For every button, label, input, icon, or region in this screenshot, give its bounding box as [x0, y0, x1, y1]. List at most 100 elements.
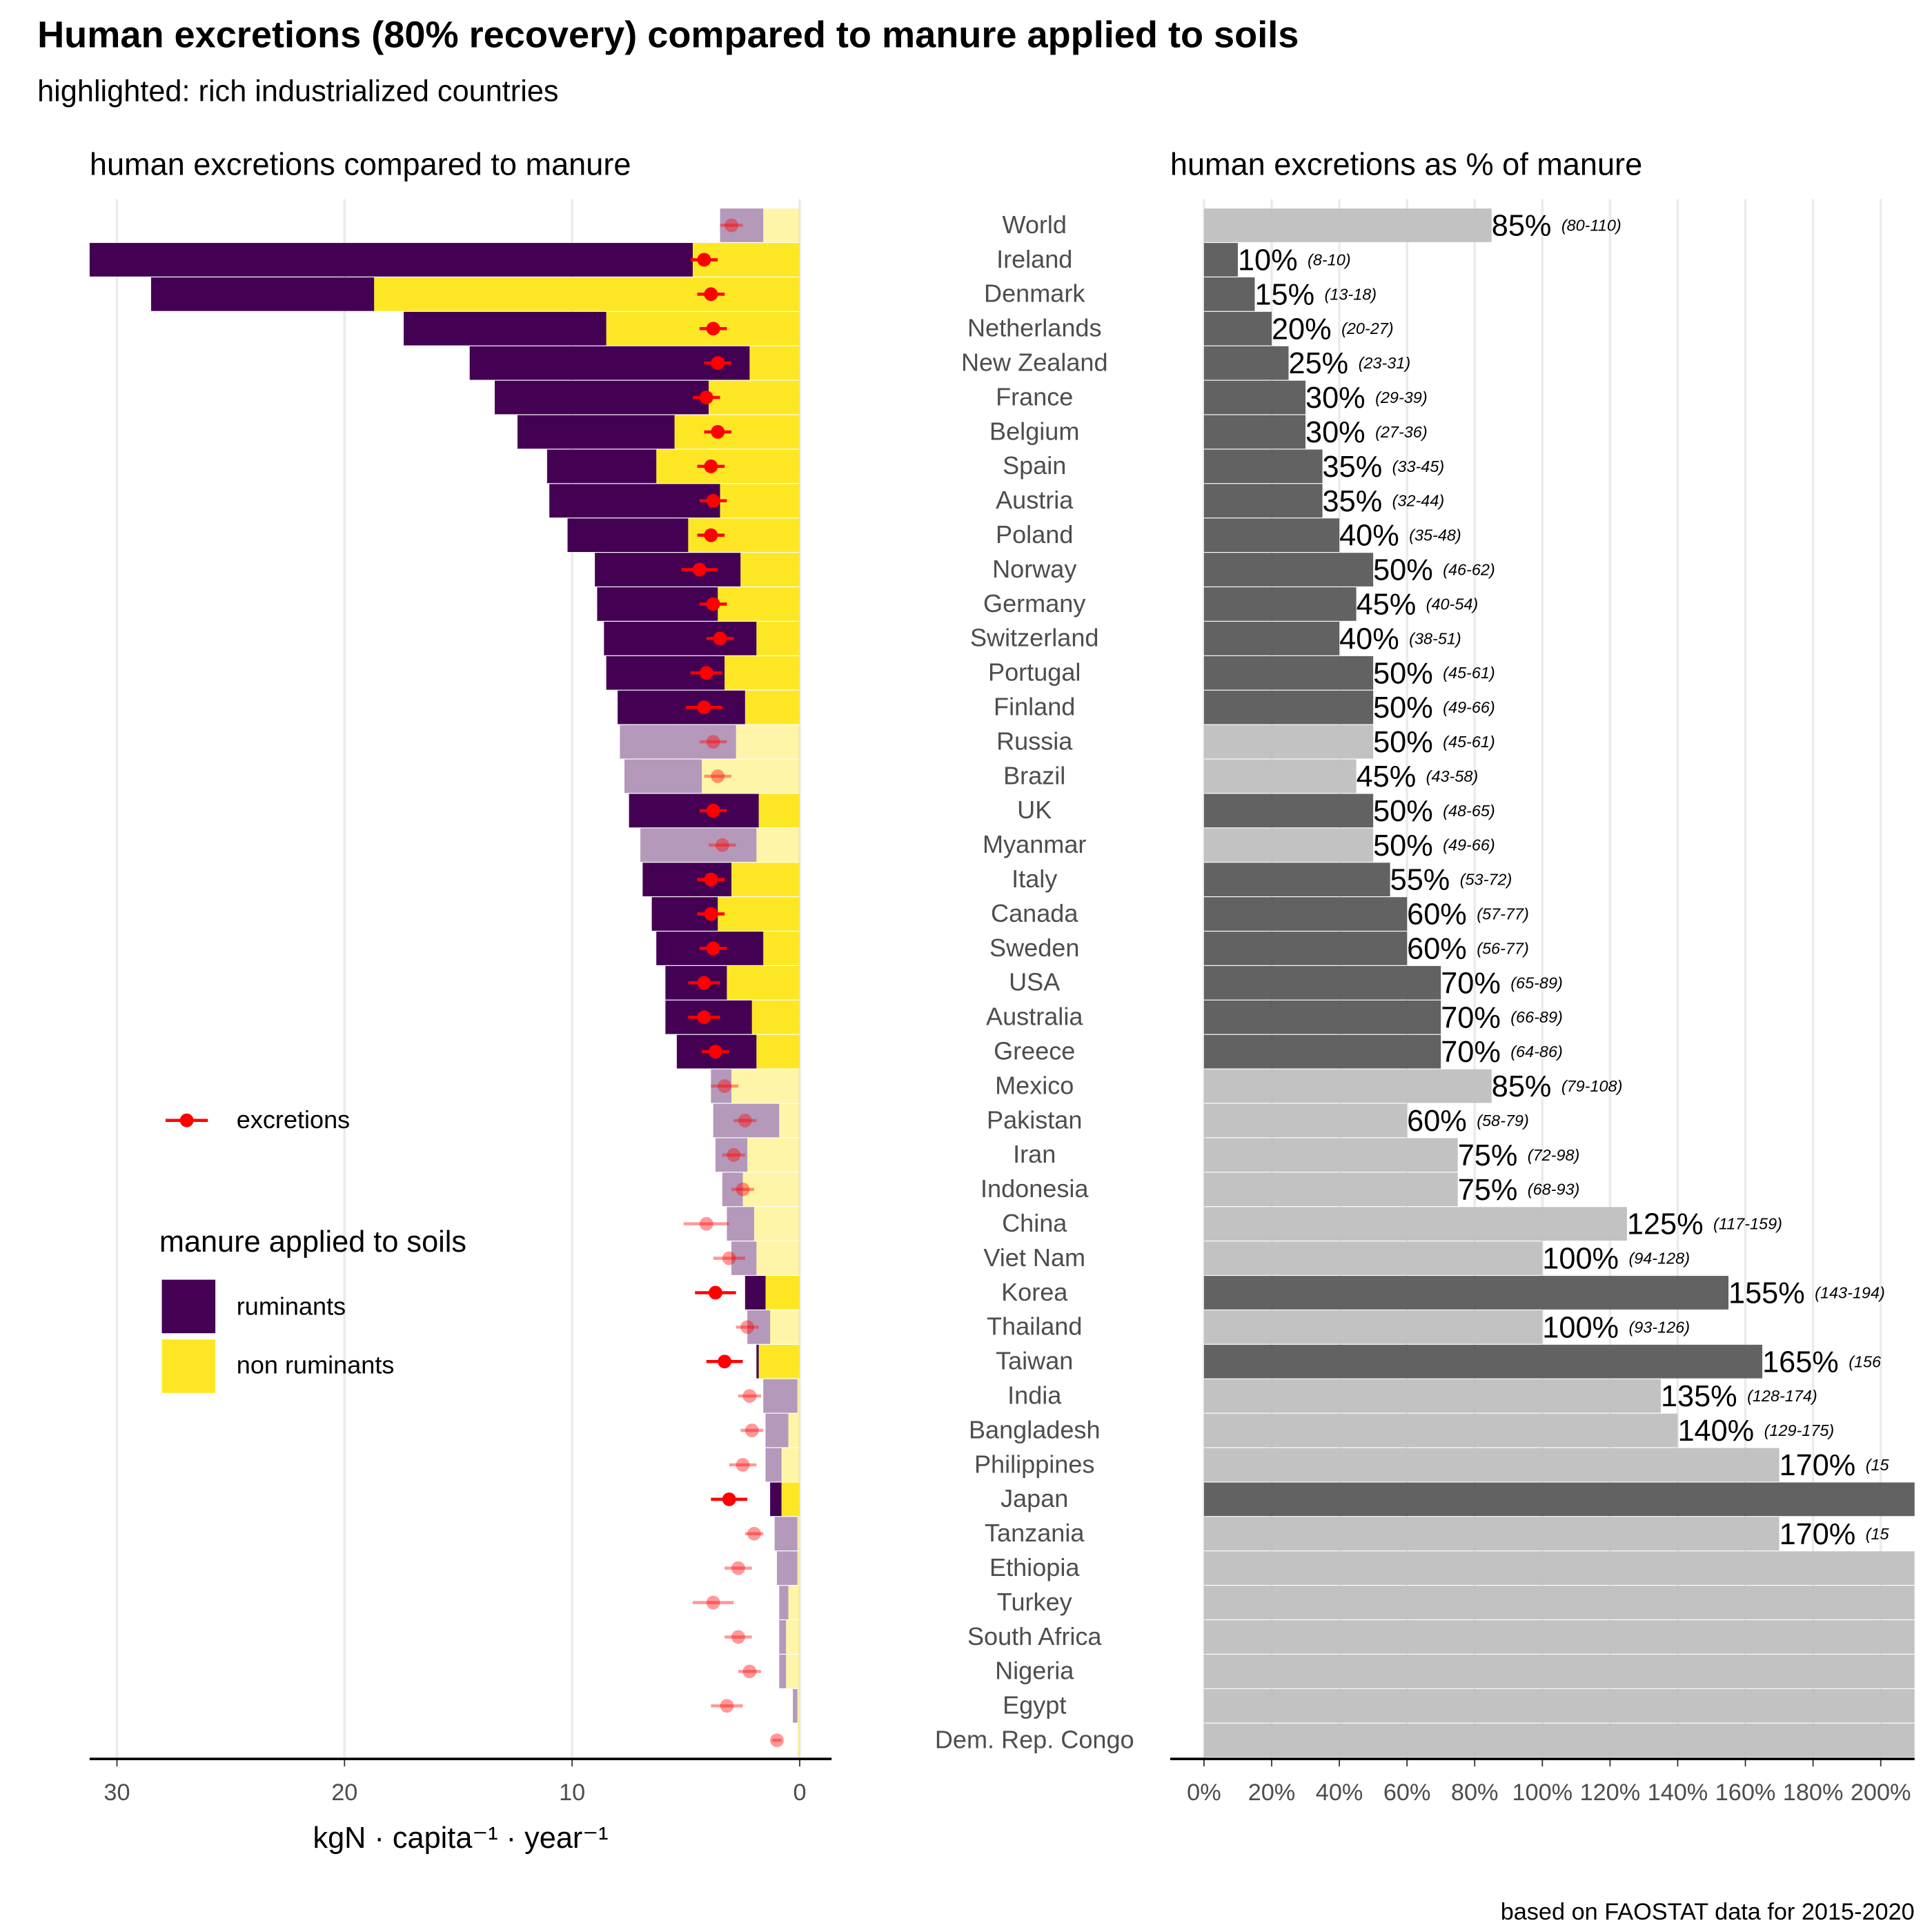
bar — [770, 1482, 782, 1517]
x-tick-label: 60% — [1383, 1780, 1431, 1806]
bar — [1203, 1138, 1458, 1172]
y-tick-label: France — [996, 382, 1073, 411]
bar — [713, 1103, 780, 1138]
bar — [731, 1241, 757, 1275]
bar — [797, 1379, 800, 1413]
point — [770, 1733, 784, 1748]
y-tick-label: Taiwan — [996, 1347, 1073, 1375]
y-tick-label: Pakistan — [987, 1105, 1082, 1134]
y-tick-label: Poland — [996, 520, 1073, 549]
bar — [720, 208, 764, 242]
bar — [597, 587, 718, 621]
bar — [1203, 1276, 1729, 1310]
bar — [745, 690, 800, 724]
bar — [1203, 1034, 1441, 1069]
interval-label: (93-126) — [1628, 1318, 1690, 1336]
bar — [797, 1723, 800, 1757]
y-tick-label: Italy — [1012, 865, 1057, 893]
bar — [1203, 1448, 1780, 1482]
bar — [1203, 828, 1374, 862]
y-tick-label: Russia — [996, 727, 1073, 755]
point — [742, 1389, 757, 1403]
bar — [674, 415, 800, 449]
bar — [779, 1655, 787, 1688]
interval-label: (56-77) — [1477, 939, 1529, 957]
y-tick-label: Dem. Rep. Congo — [935, 1726, 1134, 1754]
bar — [765, 1413, 789, 1448]
value-label: 35% — [1323, 451, 1383, 484]
point — [738, 1114, 752, 1127]
value-label: 140% — [1677, 1414, 1754, 1448]
bar — [1203, 1310, 1543, 1344]
bar — [756, 621, 800, 656]
y-tick-label: Korea — [1001, 1278, 1068, 1306]
x-tick-label: 0% — [1187, 1780, 1221, 1806]
bar — [781, 1482, 800, 1517]
panel-title: human excretions as % of manure — [1170, 147, 1642, 182]
x-tick-label: 140% — [1648, 1780, 1708, 1806]
bar — [781, 1448, 800, 1482]
y-tick-label: Portugal — [988, 658, 1081, 687]
value-label: 20% — [1272, 313, 1332, 346]
bar — [629, 793, 759, 828]
bar — [763, 208, 800, 242]
interval-label: (38-51) — [1409, 629, 1461, 647]
x-tick-label: 40% — [1316, 1780, 1363, 1806]
bar — [89, 243, 693, 277]
y-tick-label: Viet Nam — [983, 1243, 1085, 1272]
y-tick-label: Japan — [1000, 1484, 1068, 1512]
interval-label: (23-31) — [1359, 354, 1411, 372]
bar — [1203, 1413, 1678, 1448]
point — [711, 425, 725, 439]
interval-label: (53-72) — [1460, 871, 1512, 889]
interval-label: (40-54) — [1426, 595, 1479, 613]
value-label: 40% — [1339, 520, 1399, 553]
bar — [656, 449, 800, 484]
point — [747, 1526, 761, 1541]
x-tick-label: 180% — [1783, 1780, 1844, 1806]
x-tick-label: 0 — [793, 1780, 806, 1806]
bar — [702, 759, 800, 793]
y-tick-label: Tanzania — [985, 1519, 1085, 1547]
point — [722, 1251, 736, 1265]
bar — [1203, 1000, 1441, 1034]
bar — [731, 1069, 800, 1103]
legend-label: ruminants — [237, 1292, 346, 1321]
value-label: 45% — [1357, 760, 1417, 793]
value-label: 85% — [1492, 1070, 1552, 1103]
value-label: 50% — [1373, 554, 1433, 587]
bar — [1203, 415, 1306, 449]
interval-label: (80-110) — [1561, 217, 1621, 235]
point — [706, 493, 720, 508]
point — [706, 1595, 720, 1610]
interval-label: (143-194) — [1815, 1283, 1885, 1301]
bar — [779, 1586, 789, 1619]
interval-label: (15 — [1866, 1525, 1890, 1543]
bar — [770, 1310, 800, 1344]
bar — [797, 1688, 800, 1723]
value-label: 50% — [1373, 726, 1433, 759]
y-tick-label: Netherlands — [967, 314, 1102, 342]
caption: based on FAOSTAT data for 2015-2020 — [1501, 1899, 1915, 1925]
bar — [1203, 277, 1255, 311]
interval-label: (33-45) — [1392, 457, 1445, 475]
bar — [549, 484, 720, 518]
y-tick-label: New Zealand — [961, 348, 1108, 376]
value-label: 55% — [1390, 864, 1450, 897]
y-tick-label: South Africa — [967, 1622, 1102, 1650]
y-tick-label: Switzerland — [970, 624, 1099, 652]
y-tick-label: Indonesia — [980, 1174, 1089, 1203]
bar — [740, 553, 800, 586]
interval-label: (43-58) — [1426, 767, 1479, 785]
value-label: 100% — [1542, 1243, 1619, 1276]
panel-title: human excretions compared to manure — [90, 147, 631, 182]
legend-label: non ruminants — [237, 1350, 395, 1379]
bar — [517, 415, 675, 449]
bar — [1203, 1069, 1492, 1103]
x-axis-label: kgN · capita⁻¹ · year⁻¹ — [313, 1822, 608, 1855]
bars: 85% (80-110) 10% (8-10) 15% (13-18) 20% (20-27)… — [1203, 208, 1915, 1757]
bar — [715, 1138, 748, 1172]
bar — [758, 793, 800, 828]
bar — [1203, 1517, 1780, 1551]
